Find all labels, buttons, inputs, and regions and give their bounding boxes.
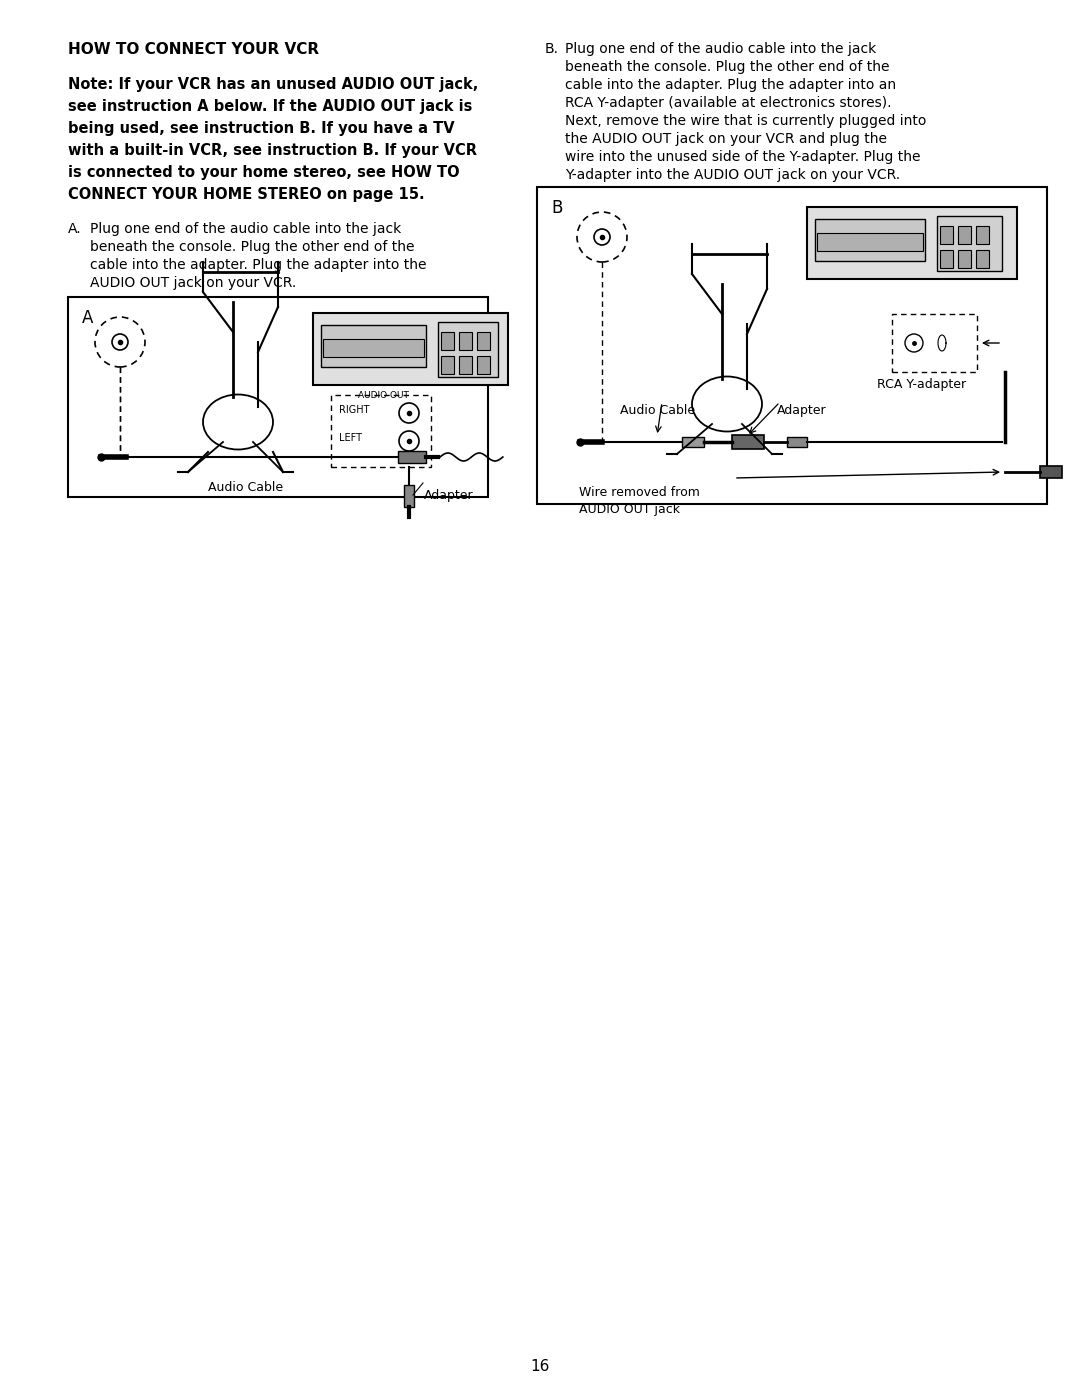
Bar: [1040, 467, 1062, 478]
Text: LEFT: LEFT: [339, 433, 362, 443]
Text: see instruction A below. If the AUDIO OUT jack is: see instruction A below. If the AUDIO OU…: [68, 99, 472, 115]
Bar: [321, 326, 426, 367]
Text: beneath the console. Plug the other end of the: beneath the console. Plug the other end …: [90, 240, 415, 254]
Text: Plug one end of the audio cable into the jack: Plug one end of the audio cable into the…: [90, 222, 402, 236]
Bar: [958, 250, 971, 268]
Text: Plug one end of the audio cable into the jack: Plug one end of the audio cable into the…: [565, 42, 876, 56]
Text: AUDIO OUT: AUDIO OUT: [357, 391, 409, 400]
Bar: [68, 298, 488, 497]
Text: RIGHT: RIGHT: [339, 405, 369, 415]
Bar: [681, 437, 704, 447]
Bar: [958, 226, 971, 244]
Bar: [807, 207, 1017, 279]
Bar: [937, 217, 1002, 271]
Text: Adapter: Adapter: [424, 489, 474, 502]
Text: the AUDIO OUT jack on your VCR and plug the: the AUDIO OUT jack on your VCR and plug …: [565, 131, 887, 147]
Text: Next, remove the wire that is currently plugged into: Next, remove the wire that is currently …: [565, 115, 927, 129]
Bar: [459, 332, 472, 351]
Bar: [940, 226, 953, 244]
Text: beneath the console. Plug the other end of the: beneath the console. Plug the other end …: [565, 60, 890, 74]
Text: RCA Y-adapter (available at electronics stores).: RCA Y-adapter (available at electronics …: [565, 96, 891, 110]
Bar: [892, 314, 977, 372]
Text: B.: B.: [545, 42, 559, 56]
Bar: [404, 485, 414, 507]
Text: B: B: [551, 198, 563, 217]
Bar: [399, 451, 426, 462]
Text: with a built-in VCR, see instruction B. If your VCR: with a built-in VCR, see instruction B. …: [68, 142, 477, 158]
Bar: [976, 250, 989, 268]
Bar: [815, 219, 924, 261]
Text: Note: If your VCR has an unused AUDIO OUT jack,: Note: If your VCR has an unused AUDIO OU…: [68, 77, 478, 92]
Text: cable into the adapter. Plug the adapter into the: cable into the adapter. Plug the adapter…: [90, 258, 427, 272]
Text: Adapter: Adapter: [777, 404, 826, 416]
Text: 16: 16: [530, 1359, 550, 1375]
Text: Y-adapter into the AUDIO OUT jack on your VCR.: Y-adapter into the AUDIO OUT jack on you…: [565, 168, 900, 182]
Bar: [323, 339, 424, 358]
Text: is connected to your home stereo, see HOW TO: is connected to your home stereo, see HO…: [68, 165, 460, 180]
Bar: [940, 250, 953, 268]
Text: Audio Cable: Audio Cable: [208, 481, 283, 495]
Text: Wire removed from
AUDIO OUT jack: Wire removed from AUDIO OUT jack: [579, 486, 700, 515]
Text: Audio Cable: Audio Cable: [620, 404, 696, 416]
Bar: [732, 434, 764, 448]
Bar: [787, 437, 807, 447]
Text: A: A: [82, 309, 93, 327]
Bar: [816, 233, 923, 251]
Bar: [438, 321, 498, 377]
Bar: [477, 332, 490, 351]
Bar: [313, 313, 508, 386]
Text: wire into the unused side of the Y-adapter. Plug the: wire into the unused side of the Y-adapt…: [565, 149, 920, 163]
Bar: [459, 356, 472, 374]
Bar: [330, 395, 431, 467]
Text: AUDIO OUT jack on your VCR.: AUDIO OUT jack on your VCR.: [90, 277, 296, 291]
Bar: [976, 226, 989, 244]
Bar: [441, 332, 454, 351]
Text: cable into the adapter. Plug the adapter into an: cable into the adapter. Plug the adapter…: [565, 78, 896, 92]
Text: being used, see instruction B. If you have a TV: being used, see instruction B. If you ha…: [68, 122, 455, 136]
Text: CONNECT YOUR HOME STEREO on page 15.: CONNECT YOUR HOME STEREO on page 15.: [68, 187, 424, 203]
Bar: [441, 356, 454, 374]
Text: RCA Y-adapter: RCA Y-adapter: [877, 379, 967, 391]
Text: A.: A.: [68, 222, 82, 236]
Bar: [477, 356, 490, 374]
Bar: [537, 187, 1047, 504]
Text: HOW TO CONNECT YOUR VCR: HOW TO CONNECT YOUR VCR: [68, 42, 319, 57]
